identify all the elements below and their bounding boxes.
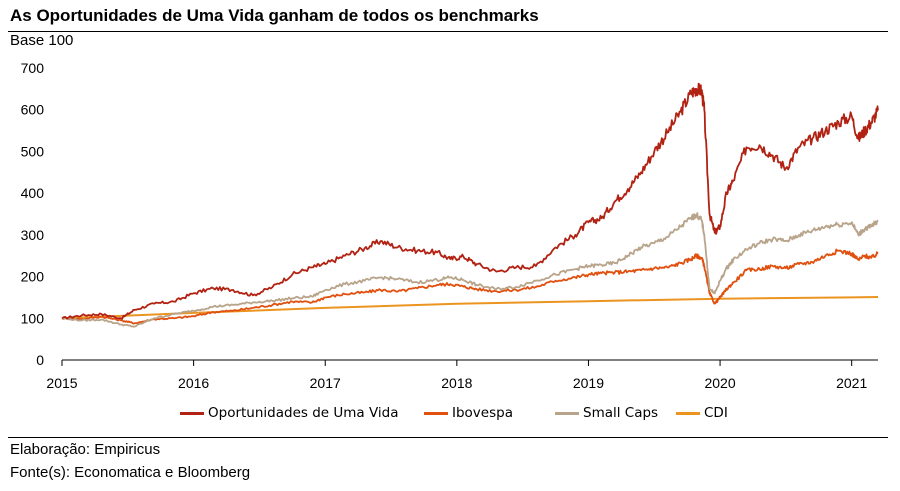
- series-line-oportunidades-de-uma-vida: [61, 82, 879, 320]
- legend-swatch: [180, 411, 204, 415]
- x-tick-label: 2017: [310, 375, 341, 391]
- series-line-small-caps: [61, 212, 879, 328]
- y-tick-label: 200: [21, 269, 45, 285]
- y-tick-label: 400: [21, 185, 45, 201]
- top-rule: [8, 31, 888, 32]
- footer-elaboracao: Elaboração: Empiricus: [10, 441, 161, 458]
- legend-item: Ibovespa: [424, 405, 513, 421]
- chart-title: As Oportunidades de Uma Vida ganham de t…: [10, 6, 539, 25]
- y-tick-label: 600: [21, 102, 45, 118]
- y-tick-label: 300: [21, 227, 45, 243]
- y-tick-label: 100: [21, 310, 45, 326]
- legend-item: Small Caps: [555, 405, 658, 421]
- y-tick-label: 700: [21, 60, 45, 76]
- legend-swatch: [424, 411, 448, 415]
- legend-label: Oportunidades de Uma Vida: [208, 405, 399, 421]
- legend-label: Ibovespa: [452, 405, 513, 421]
- x-tick-label: 2019: [573, 375, 604, 391]
- bottom-rule: [8, 437, 888, 438]
- legend-item: CDI: [676, 405, 728, 421]
- legend-swatch: [555, 411, 579, 415]
- legend: Oportunidades de Uma Vida Ibovespa Small C…: [0, 405, 900, 427]
- legend-label: CDI: [704, 405, 728, 421]
- series-line-ibovespa: [61, 248, 879, 325]
- x-tick-label: 2018: [441, 375, 472, 391]
- series-line-cdi: [61, 296, 879, 320]
- y-tick-label: 0: [36, 352, 44, 368]
- x-tick-label: 2016: [178, 375, 209, 391]
- legend-swatch: [676, 411, 700, 415]
- footer-fonte: Fonte(s): Economatica e Bloomberg: [10, 464, 251, 481]
- legend-item: Oportunidades de Uma Vida: [180, 405, 399, 421]
- y-tick-label: 500: [21, 143, 45, 159]
- line-chart: 0 100 200 300 400 500 600 700 2015 2016 2017 2018 20…: [21, 60, 879, 391]
- legend-label: Small Caps: [583, 405, 659, 421]
- x-tick-label: 2020: [704, 375, 735, 391]
- x-tick-label: 2021: [836, 375, 867, 391]
- x-tick-label: 2015: [46, 375, 77, 391]
- y-axis-label: Base 100: [10, 32, 74, 49]
